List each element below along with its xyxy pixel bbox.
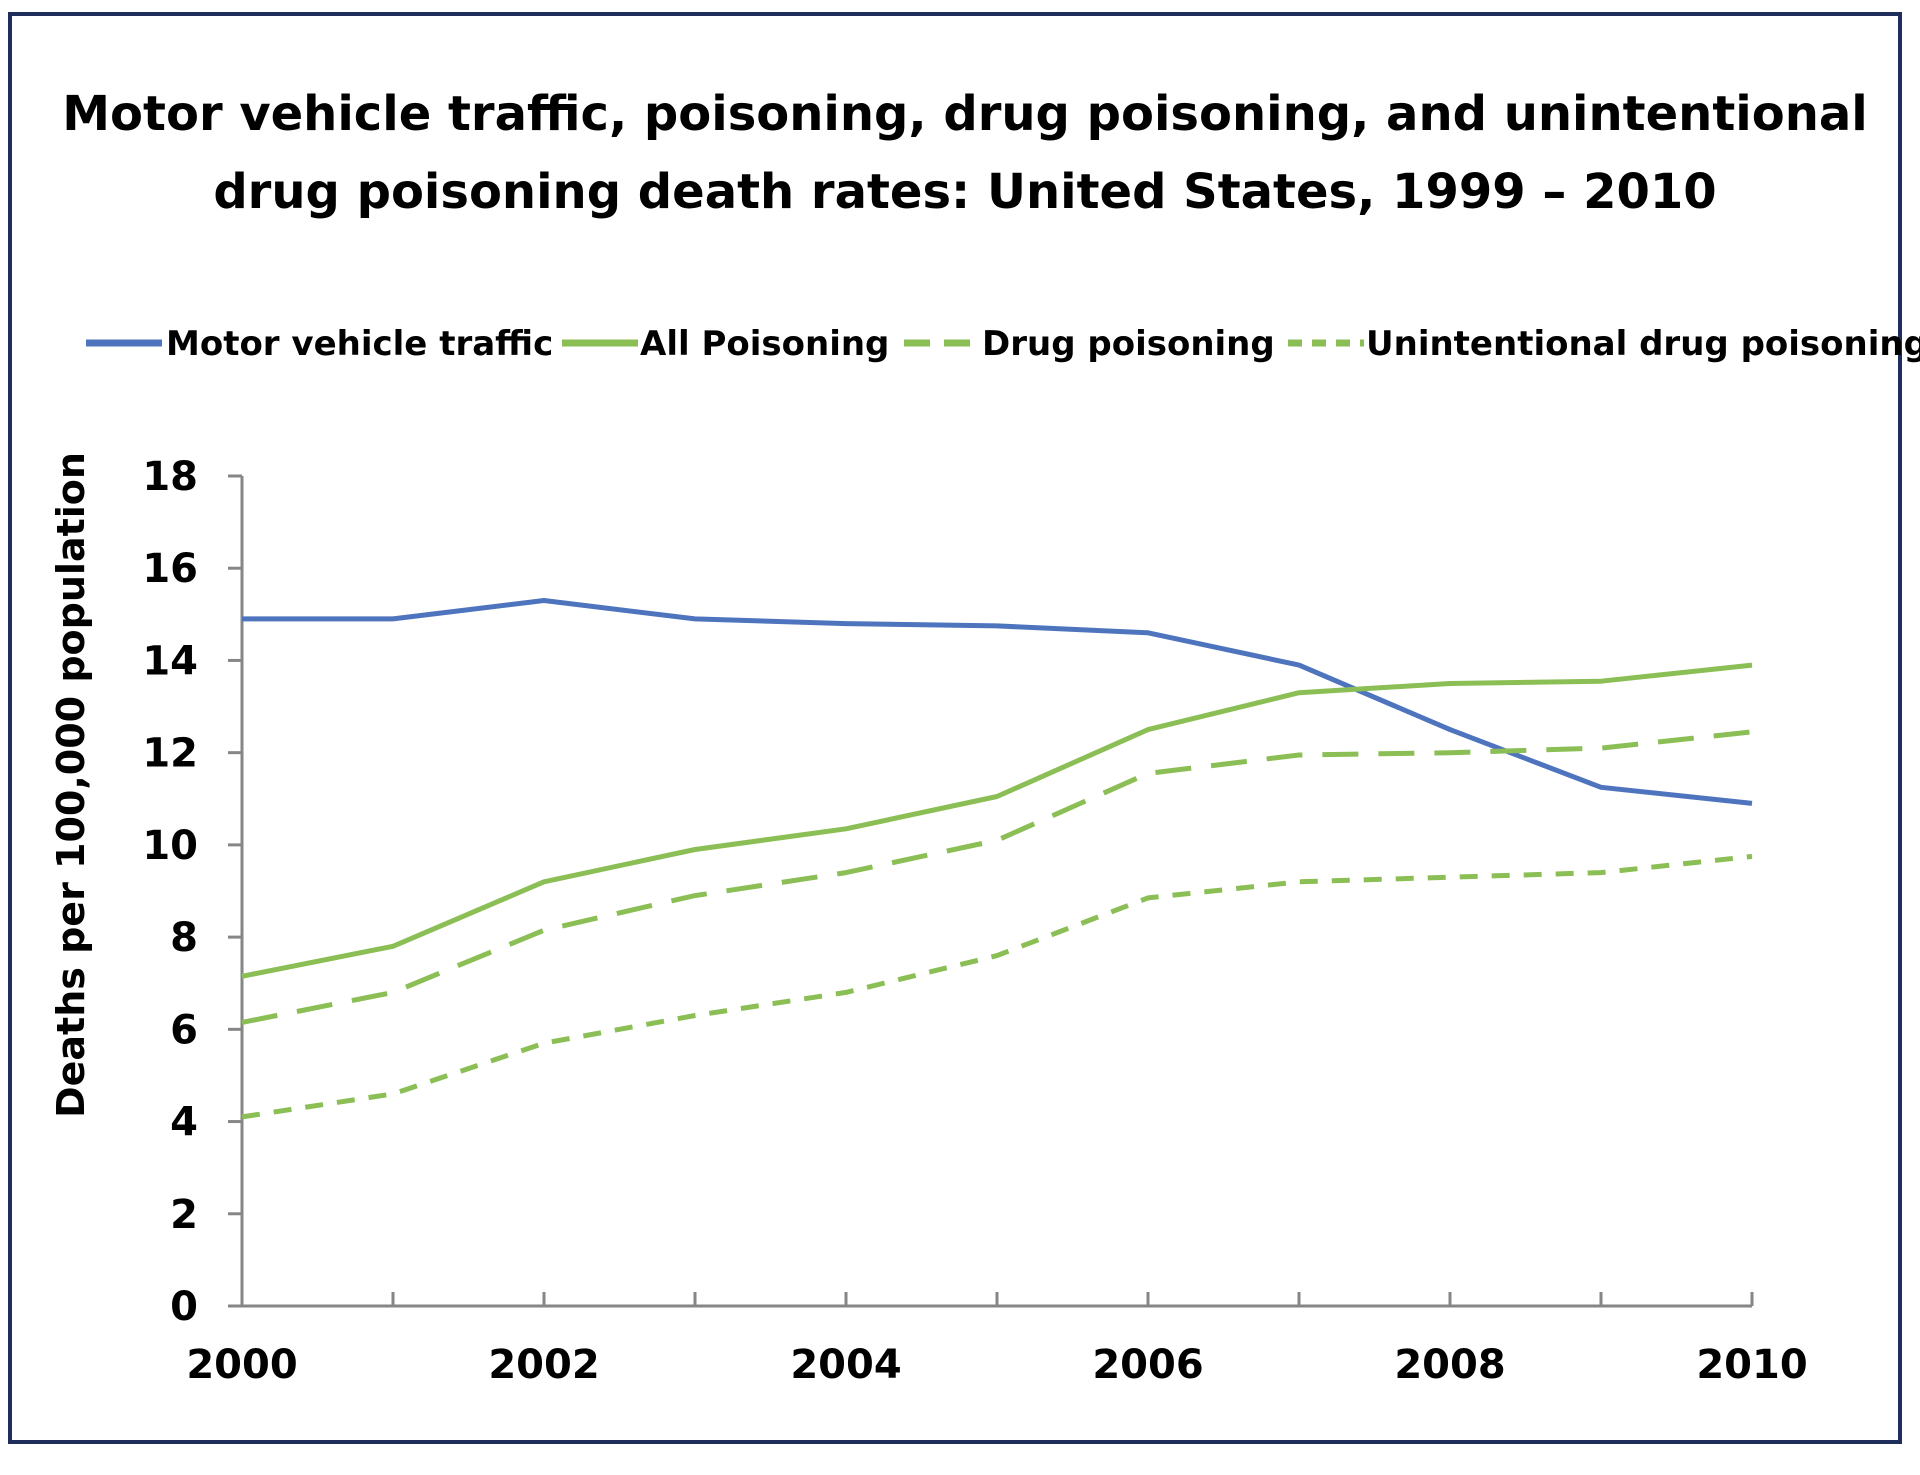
y-tick-label: 14 [142,638,198,684]
x-tick-label: 2010 [1696,1342,1807,1388]
chart-axes: 0 2 4 6 8 10 12 14 16 18 2000 2002 2004 2006 2008 2010 [142,454,1807,1388]
x-tick-label: 2008 [1394,1342,1505,1388]
series-line-unintentional-drug-poisoning [241,853,1753,1120]
y-tick-label: 18 [142,454,198,500]
chart-title-line-1: Motor vehicle traffic, poisoning, drug p… [62,86,1867,142]
y-axis-label-group: Deaths per 100,000 population [49,452,93,1118]
legend-label-drug-poisoning: Drug poisoning [982,324,1275,364]
y-tick-label: 0 [170,1284,198,1330]
x-tick-label: 2006 [1092,1342,1203,1388]
legend-label-all-poisoning: All Poisoning [640,324,889,364]
chart-series [241,598,1753,1120]
series-line-motor-vehicle-traffic [242,598,1753,806]
legend-label-unintentional-drug-poisoning: Unintentional drug poisoning [1366,324,1920,364]
y-axis-label: Deaths per 100,000 population [49,452,93,1118]
chart-title-line-2: drug poisoning death rates: United State… [213,164,1716,220]
y-tick-label: 12 [142,731,198,777]
y-tick-label: 16 [142,546,198,592]
y-tick-label: 8 [170,915,198,961]
y-tick-label: 10 [142,823,198,869]
series-line-drug-poisoning [241,729,1753,1025]
y-tick-label: 4 [170,1100,198,1146]
legend-label-motor-vehicle-traffic: Motor vehicle traffic [166,324,553,364]
x-tick-label: 2000 [186,1342,297,1388]
chart-frame [8,12,1902,1444]
x-tick-label: 2004 [790,1342,901,1388]
y-tick-label: 2 [170,1192,198,1238]
x-tick-label: 2002 [488,1342,599,1388]
chart-title: Motor vehicle traffic, poisoning, drug p… [62,86,1867,220]
y-tick-label: 6 [170,1007,198,1053]
chart-legend: Motor vehicle traffic All Poisoning Drug p… [86,324,1920,364]
series-line-all-poisoning [241,662,1753,979]
